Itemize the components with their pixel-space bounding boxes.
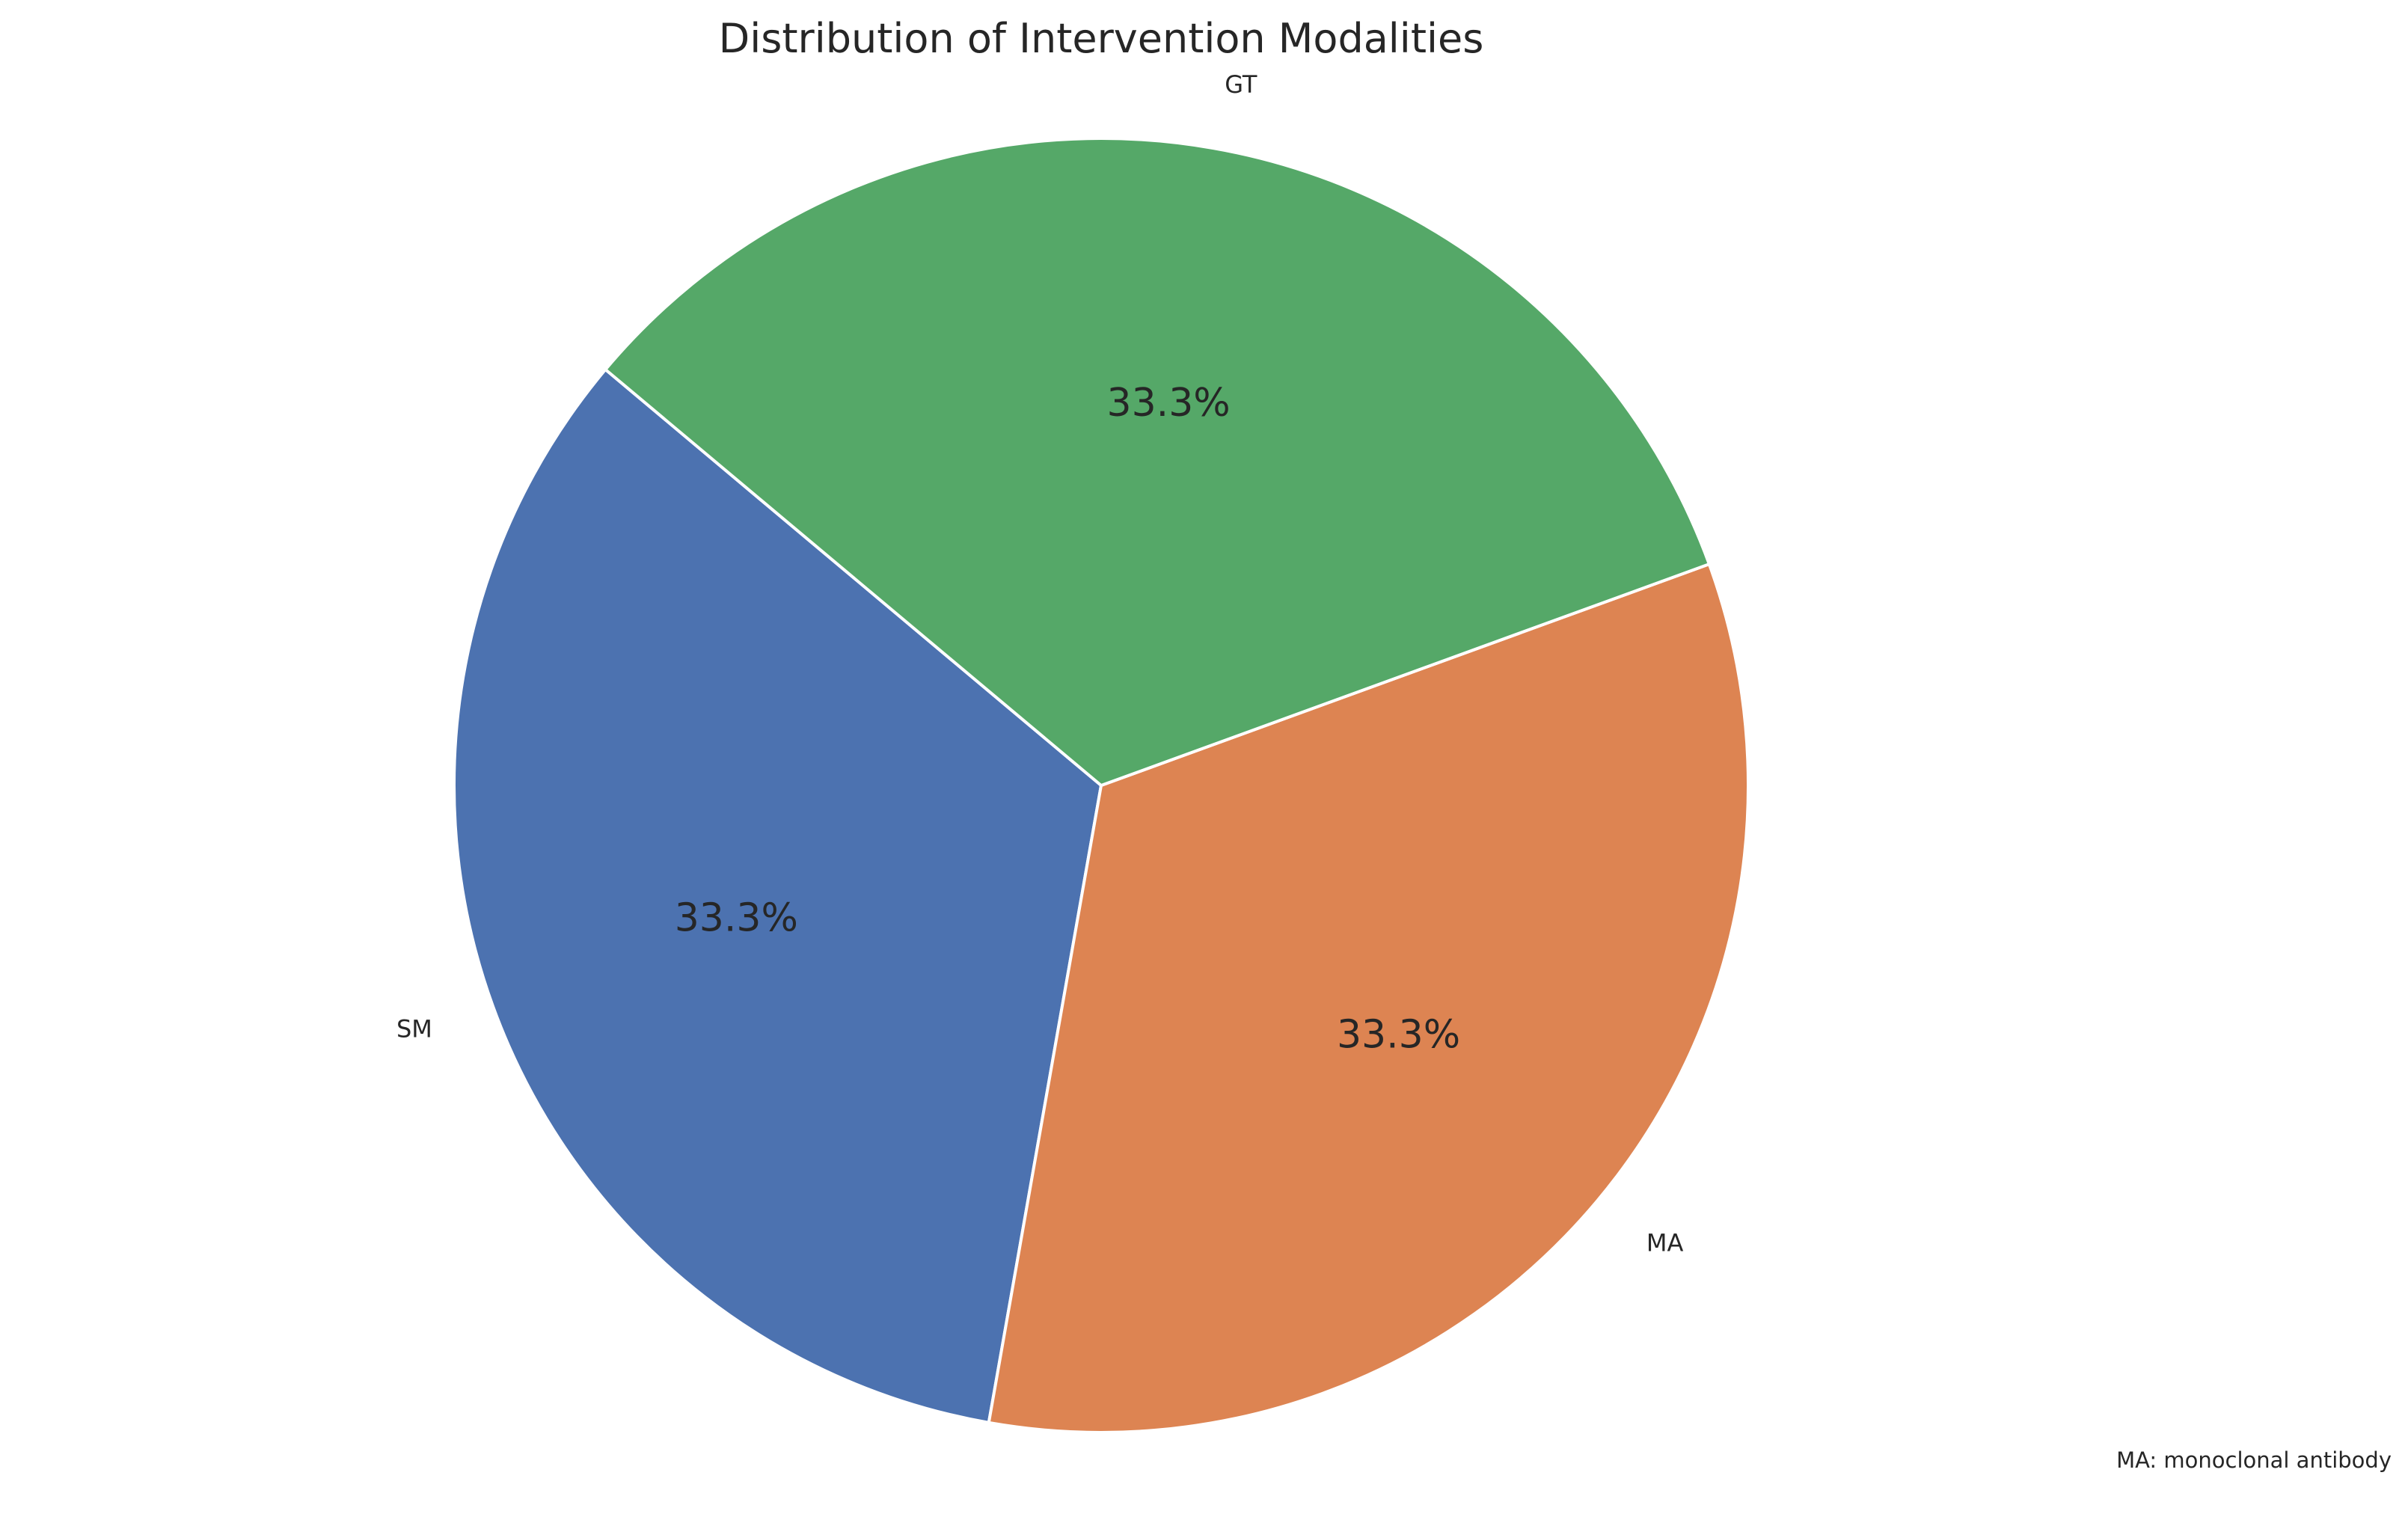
pie-slice-sm bbox=[453, 367, 1103, 1424]
slice-percent-ma: 33.3% bbox=[1337, 1013, 1460, 1058]
pie-slice-gt bbox=[604, 137, 1711, 787]
slice-percent-sm: 33.3% bbox=[675, 896, 798, 941]
pie-labels: SM 33.3% MA 33.3% GT 33.3% bbox=[396, 70, 1684, 1257]
pie-slices bbox=[453, 137, 1750, 1434]
chart-title: Distribution of Intervention Modalities bbox=[719, 15, 1484, 62]
slice-label-ma: MA bbox=[1646, 1229, 1684, 1257]
slice-percent-gt: 33.3% bbox=[1107, 381, 1231, 426]
pie-slice-ma bbox=[987, 563, 1750, 1434]
footnote: MA: monoclonal antibody bbox=[2116, 1447, 2392, 1473]
slice-label-sm: SM bbox=[396, 1014, 432, 1043]
slice-label-gt: GT bbox=[1225, 70, 1257, 99]
